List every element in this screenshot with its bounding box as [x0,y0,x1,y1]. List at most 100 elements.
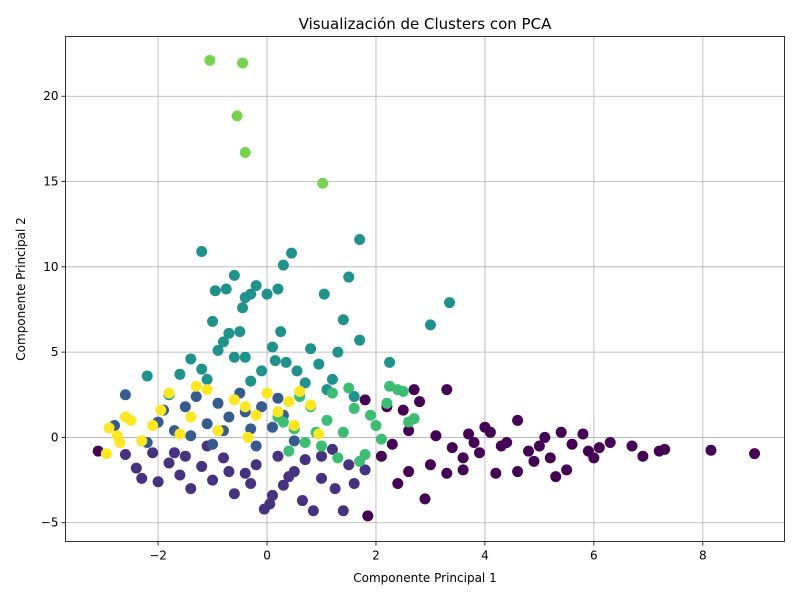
x-axis-label: Componente Principal 1 [353,571,496,585]
scatter-point [201,384,213,396]
scatter-point [321,414,333,426]
x-axis-ticks: −2 0 2 4 6 8 [149,541,707,563]
scatter-point [239,147,251,159]
x-tick-label: 4 [481,549,489,563]
scatter-point [119,389,131,401]
scatter-point [283,445,295,457]
scatter-point [100,448,112,460]
scatter-point [313,358,325,370]
scatter-point [539,431,551,443]
scatter-point [329,483,341,495]
scatter-point [544,452,556,464]
scatter-point [223,411,235,423]
scatter-point [305,399,317,411]
x-tick-label: 2 [372,549,380,563]
scatter-point [522,445,534,457]
scatter-point [217,336,229,348]
scatter-point [185,353,197,365]
scatter-point [286,247,298,259]
scatter-point [362,510,374,522]
scatter-point [245,423,257,435]
scatter-point [185,430,197,442]
scatter-point [316,440,328,452]
scatter-point [185,411,197,423]
scatter-point [337,314,349,326]
scatter-point [359,464,371,476]
scatter-point [147,447,159,459]
scatter-point [424,319,436,331]
scatter-point [272,283,284,295]
scatter-point [348,402,360,414]
scatter-point [316,450,328,462]
x-tick-label: 6 [590,549,598,563]
scatter-point [419,493,431,505]
scatter-point [288,435,300,447]
scatter-point [234,326,246,338]
scatter-point [256,365,268,377]
scatter-point [365,409,377,421]
scatter-point [163,387,175,399]
scatter-point [463,428,475,440]
scatter-point [204,54,216,66]
scatter-point [343,382,355,394]
scatter-point [577,428,589,440]
scatter-point [354,334,366,346]
scatter-point [326,373,338,385]
cluster-0-points [92,384,761,522]
scatter-point [332,346,344,358]
scatter-point [348,390,360,402]
scatter-point [141,370,153,382]
scatter-point [386,438,398,450]
scatter-point [185,483,197,495]
scatter-point [179,401,191,413]
scatter-point [114,437,126,449]
scatter-point [228,394,240,406]
scatter-point [272,392,284,404]
scatter-point [223,327,235,339]
scatter-point [237,302,249,314]
scatter-point [207,474,219,486]
scatter-point [414,396,426,408]
scatter-point [207,438,219,450]
scatter-point [294,385,306,397]
scatter-point [512,466,524,478]
y-tick-label: 0 [51,430,59,444]
scatter-point [217,452,229,464]
scatter-point [490,467,502,479]
scatter-point [337,505,349,517]
y-tick-label: 10 [43,260,58,274]
y-tick-label: 15 [43,175,58,189]
scatter-point [441,467,453,479]
scatter-point [168,447,180,459]
cluster-5-points [204,54,329,189]
scatter-point [408,384,420,396]
scatter-point [307,505,319,517]
scatter-point [495,440,507,452]
scatter-point [296,495,308,507]
scatter-point [326,443,338,455]
scatter-point [228,269,240,281]
scatter-point [228,488,240,500]
scatter-point [136,472,148,484]
y-axis-label: Componente Principal 2 [14,217,28,360]
scatter-point [272,450,284,462]
scatter-point [155,404,167,416]
scatter-point [261,288,273,300]
scatter-point [473,447,485,459]
scatter-point [277,416,289,428]
scatter-point [280,356,292,368]
chart-title: Visualización de Clusters con PCA [299,15,552,33]
data-points [92,54,761,522]
cluster-4-points [272,380,420,467]
x-tick-label: 8 [699,549,707,563]
scatter-point [299,454,311,466]
cluster-1-points [119,440,371,517]
scatter-point [408,413,420,425]
scatter-point [261,387,273,399]
scatter-point [484,426,496,438]
scatter-point [403,466,415,478]
scatter-point [277,479,289,491]
scatter-point [354,455,366,467]
scatter-point [266,341,278,353]
